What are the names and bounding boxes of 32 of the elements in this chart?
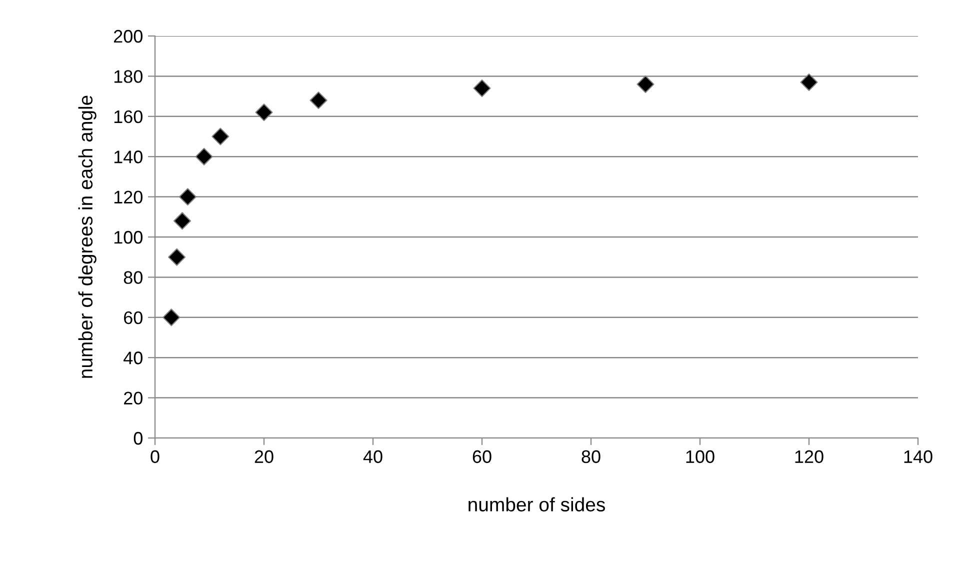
- y-tick-label: 40: [124, 352, 142, 364]
- x-tick-label: 60: [472, 450, 492, 464]
- x-tick-label: 140: [904, 450, 932, 464]
- point: [195, 148, 213, 166]
- y-tick-label: 120: [114, 190, 142, 204]
- x-axis-title: number of sides: [468, 497, 605, 512]
- point: [310, 92, 328, 110]
- x-tick-label: 0: [150, 450, 160, 464]
- point: [173, 212, 192, 230]
- point: [212, 128, 230, 146]
- point: [636, 75, 654, 94]
- y-axis-title: number of degrees in each angle: [78, 96, 96, 378]
- y-tick-label: 60: [124, 311, 142, 324]
- x-tick-label: 20: [254, 450, 274, 464]
- point: [178, 188, 196, 206]
- y-tick-label: 80: [124, 271, 142, 284]
- y-tick-label: 140: [114, 150, 142, 164]
- y-tick-label: 0: [134, 432, 142, 445]
- y-tick-label: 180: [114, 70, 142, 83]
- x-tick-label: 120: [795, 450, 824, 464]
- point: [162, 308, 180, 326]
- point: [168, 248, 186, 266]
- point: [800, 73, 818, 91]
- y-tick-label: 100: [114, 230, 142, 244]
- y-tick-label: 20: [124, 392, 142, 405]
- x-tick-label: 40: [363, 450, 382, 464]
- point: [473, 79, 491, 98]
- y-tick-label: 160: [114, 110, 142, 124]
- y-tick-label: 200: [114, 30, 142, 43]
- point: [255, 104, 273, 122]
- x-tick-label: 80: [582, 450, 600, 464]
- x-tick-label: 100: [686, 450, 714, 464]
